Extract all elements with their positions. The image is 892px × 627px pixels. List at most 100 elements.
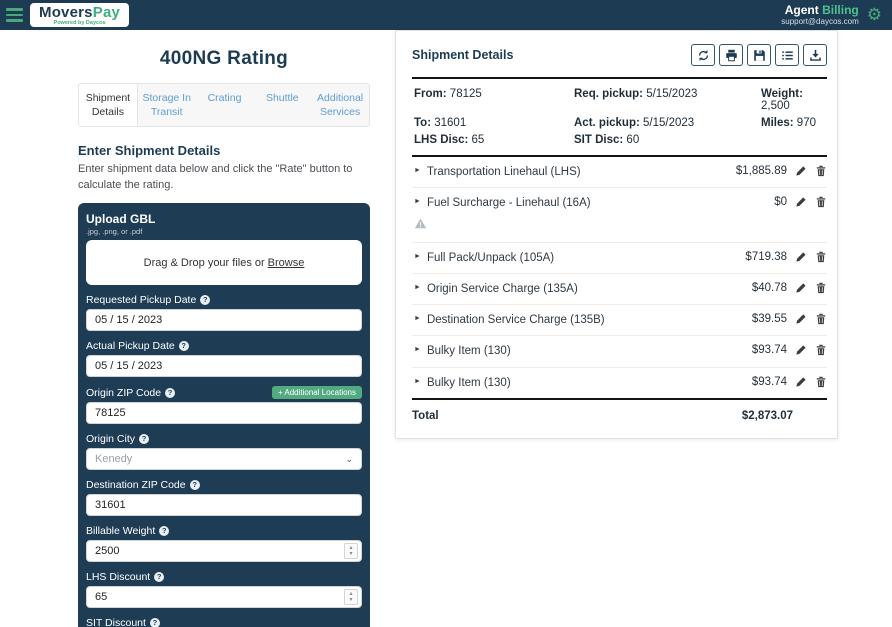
summary-to: To: 31601	[414, 117, 467, 129]
expand-icon[interactable]: ►	[414, 315, 421, 322]
summary-req-pickup: Req. pickup: 5/15/2023	[574, 88, 698, 100]
brand-logo[interactable]: MoversPay Powered by Daycos	[30, 2, 130, 28]
delete-button[interactable]	[815, 165, 827, 177]
requested-pickup-label: Requested Pickup Date?	[86, 294, 362, 306]
expand-icon[interactable]: ►	[414, 346, 421, 354]
help-icon[interactable]: ?	[154, 572, 165, 583]
chevron-down-icon: ⌄	[345, 453, 353, 464]
tab-shipment-details[interactable]: Shipment Details	[79, 84, 138, 127]
actual-pickup-input[interactable]	[86, 355, 362, 378]
menu-icon[interactable]	[6, 8, 23, 22]
trash-icon	[815, 165, 827, 177]
summary-lhs-disc: LHS Disc: 65	[414, 134, 485, 146]
delete-button[interactable]	[815, 344, 827, 356]
lhs-discount-label: LHS Discount?	[86, 571, 362, 583]
edit-button[interactable]	[795, 344, 807, 356]
actual-pickup-label: Actual Pickup Date?	[86, 340, 362, 352]
list-icon	[781, 49, 794, 62]
help-icon[interactable]: ?	[200, 295, 211, 306]
number-stepper[interactable]: ▴ ▾	[344, 543, 358, 560]
charge-row: ► Bulky Item (130) $93.74	[412, 336, 827, 368]
help-icon[interactable]: ?	[165, 387, 176, 398]
charge-row: ► Fuel Surcharge - Linehaul (16A) $0	[412, 188, 827, 243]
edit-button[interactable]	[795, 165, 807, 177]
total-row: Total $2,873.07	[412, 397, 827, 422]
delete-button[interactable]	[815, 196, 827, 208]
print-button[interactable]	[719, 44, 743, 66]
form-heading: Enter Shipment Details	[78, 143, 221, 159]
user-email: support@daycos.com	[781, 17, 859, 27]
summary-sit-disc: SIT Disc: 60	[574, 134, 640, 146]
delete-button[interactable]	[815, 313, 827, 325]
download-button[interactable]	[803, 44, 827, 66]
charge-amount: $719.38	[745, 250, 787, 263]
charge-amount: $1,885.89	[735, 165, 787, 177]
delete-button[interactable]	[815, 251, 827, 263]
edit-button[interactable]	[795, 282, 807, 294]
expand-icon[interactable]: ►	[414, 252, 421, 260]
form-description: Enter shipment data below and click the …	[78, 163, 353, 192]
lhs-discount-input[interactable]	[86, 586, 362, 609]
origin-zip-input[interactable]	[86, 402, 362, 425]
requested-pickup-input[interactable]	[86, 309, 362, 332]
charge-row: ► Destination Service Charge (135B) $39.…	[412, 305, 827, 337]
edit-button[interactable]	[795, 376, 807, 388]
brand-name: MoversPay	[39, 3, 121, 21]
help-icon[interactable]: ?	[139, 434, 150, 445]
total-amount: $2,873.07	[741, 409, 793, 422]
help-icon[interactable]: ?	[149, 618, 160, 627]
divider	[412, 155, 827, 157]
refresh-icon	[697, 49, 710, 62]
number-stepper[interactable]: ▴ ▾	[344, 589, 358, 606]
pencil-icon	[795, 344, 807, 356]
file-dropzone[interactable]: Drag & Drop your files or Browse	[86, 240, 362, 286]
gear-icon[interactable]: ⚙	[866, 5, 882, 25]
expand-icon[interactable]: ►	[414, 198, 421, 206]
summary-act-pickup: Act. pickup: 5/15/2023	[574, 117, 695, 129]
edit-button[interactable]	[795, 251, 807, 263]
origin-city-label: Origin City?	[86, 433, 362, 445]
list-button[interactable]	[775, 44, 799, 66]
charge-items-list: ► Transportation Linehaul (LHS) $1,885.8…	[412, 157, 827, 399]
rating-tabs: Shipment Details Storage In Transit Crat…	[78, 83, 370, 128]
tab-crating[interactable]: Crating	[207, 92, 242, 104]
help-icon[interactable]: ?	[159, 526, 170, 537]
tab-storage-in-transit[interactable]: Storage In Transit	[142, 92, 191, 119]
destination-zip-input[interactable]	[86, 494, 362, 517]
billable-weight-input[interactable]	[86, 540, 362, 563]
warning-icon	[414, 217, 427, 230]
trash-icon	[815, 196, 827, 208]
charge-amount: $93.74	[751, 344, 787, 357]
brand-tagline: Powered by Daycos	[53, 19, 106, 26]
delete-button[interactable]	[815, 282, 827, 294]
pencil-icon	[795, 165, 807, 177]
summary-from: From: 78125	[414, 88, 482, 100]
additional-locations-button[interactable]: + Additional Locations	[271, 386, 362, 400]
billable-weight-label: Billable Weight?	[86, 525, 362, 537]
browse-link[interactable]: Browse	[267, 256, 305, 269]
charge-amount: $0	[774, 196, 787, 209]
expand-icon[interactable]: ►	[414, 283, 421, 291]
pencil-icon	[795, 313, 807, 325]
delete-button[interactable]	[815, 376, 827, 388]
edit-button[interactable]	[795, 313, 807, 325]
card-title: Shipment Details	[412, 48, 514, 62]
destination-zip-label: Destination ZIP Code?	[86, 479, 362, 491]
shipment-details-card: Shipment Details From: 78125 Req. pickup…	[395, 30, 838, 439]
origin-city-select[interactable]: Kenedy ⌄	[86, 448, 362, 471]
charge-row: ► Transportation Linehaul (LHS) $1,885.8…	[412, 157, 827, 189]
charge-amount: $93.74	[751, 375, 787, 388]
summary-miles: Miles: 970	[761, 117, 816, 129]
help-icon[interactable]: ?	[189, 480, 200, 491]
help-icon[interactable]: ?	[178, 341, 189, 352]
expand-icon[interactable]: ►	[414, 167, 421, 174]
total-label: Total	[412, 409, 439, 422]
shipment-summary: From: 78125 Req. pickup: 5/15/2023 Weigh…	[412, 79, 827, 154]
refresh-button[interactable]	[691, 44, 715, 66]
divider	[412, 77, 827, 79]
save-button[interactable]	[747, 44, 771, 66]
tab-additional-services[interactable]: Additional Services	[317, 92, 364, 119]
edit-button[interactable]	[795, 196, 807, 208]
expand-icon[interactable]: ►	[414, 377, 421, 385]
tab-shuttle[interactable]: Shuttle	[265, 92, 299, 104]
